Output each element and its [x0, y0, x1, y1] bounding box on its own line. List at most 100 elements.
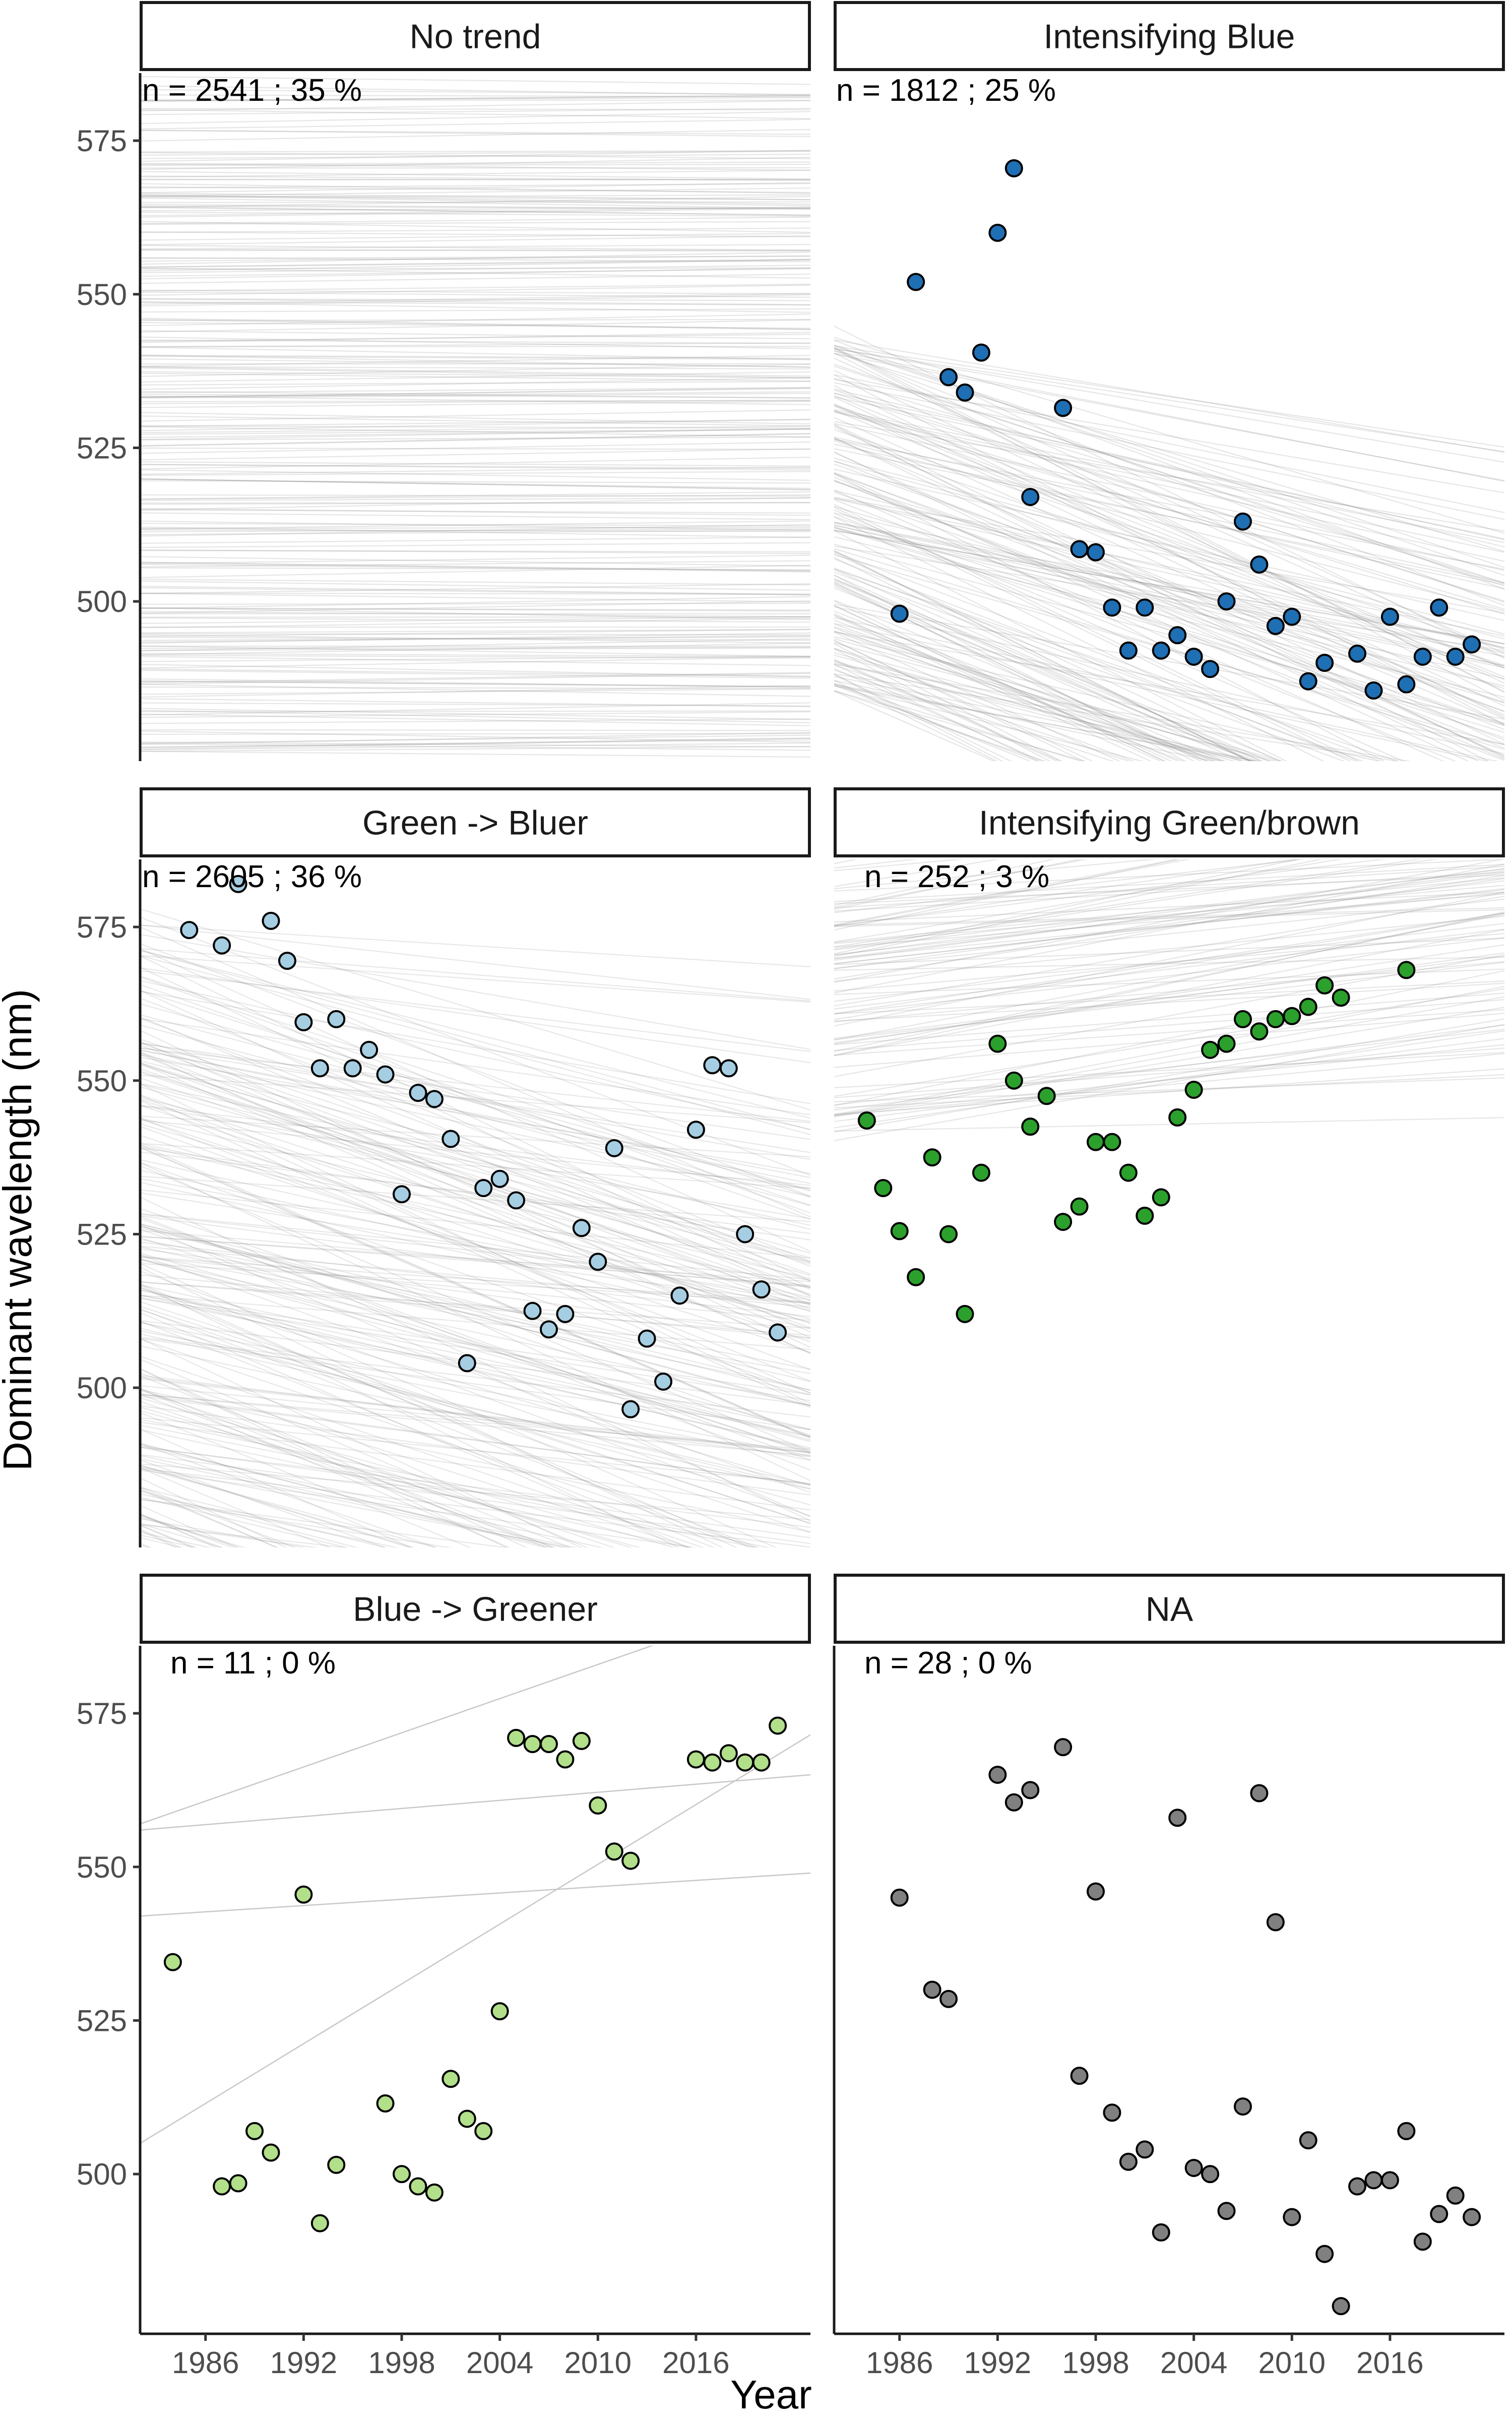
data-point — [1268, 1011, 1284, 1027]
x-tick-label: 1992 — [270, 2346, 337, 2380]
data-point — [957, 385, 973, 401]
data-point — [541, 1321, 557, 1337]
data-point — [230, 2175, 246, 2191]
data-point — [1284, 609, 1300, 625]
data-point — [246, 2123, 263, 2139]
data-point — [394, 1186, 410, 1202]
data-point — [263, 2144, 279, 2160]
data-point — [1284, 1008, 1300, 1024]
data-point — [770, 1324, 786, 1340]
data-point — [1447, 649, 1464, 665]
data-point — [1006, 1073, 1022, 1089]
data-point — [1120, 643, 1137, 659]
data-point — [989, 1767, 1005, 1783]
data-point — [214, 2179, 230, 2195]
data-point — [426, 1091, 443, 1107]
y-tick-label: 575 — [77, 1697, 127, 1730]
x-tick-label: 2004 — [1160, 2346, 1227, 2380]
data-point — [295, 1887, 311, 1903]
facet-strip-label: Blue -> Greener — [353, 1590, 598, 1629]
data-point — [377, 2095, 394, 2112]
y-tick-label: 500 — [77, 2157, 127, 2191]
data-point — [875, 1180, 891, 1196]
data-point — [295, 1014, 311, 1030]
y-tick-label: 525 — [77, 431, 127, 465]
panel-annotation: n = 2541 ; 35 % — [142, 73, 362, 108]
data-point — [1365, 2172, 1381, 2188]
data-point — [1235, 1011, 1251, 1027]
data-point — [312, 2215, 328, 2231]
data-point — [525, 1736, 541, 1752]
data-point — [606, 1140, 622, 1156]
data-point — [957, 1306, 973, 1322]
data-point — [1137, 599, 1153, 615]
data-point — [721, 1060, 737, 1076]
data-point — [1137, 1208, 1153, 1224]
data-point — [1219, 2203, 1235, 2219]
x-tick-label: 2010 — [564, 2346, 632, 2380]
data-point — [443, 1131, 459, 1147]
data-point — [328, 2157, 344, 2173]
y-tick-label: 525 — [77, 2004, 127, 2037]
data-point — [1169, 627, 1185, 643]
data-point — [1464, 2209, 1480, 2225]
y-tick-label: 500 — [77, 585, 127, 618]
data-point — [1104, 599, 1120, 615]
data-point — [1447, 2188, 1464, 2204]
data-point — [1251, 1023, 1267, 1039]
x-tick-label: 2004 — [466, 2346, 533, 2380]
data-point — [1022, 1782, 1038, 1798]
data-point — [345, 1060, 361, 1076]
data-point — [1055, 1739, 1071, 1755]
data-point — [557, 1306, 573, 1322]
data-point — [1186, 649, 1202, 665]
data-point — [492, 2003, 508, 2019]
data-point — [1316, 977, 1333, 993]
data-point — [1006, 160, 1022, 176]
data-point — [1006, 1794, 1022, 1811]
y-tick-label: 550 — [77, 1064, 127, 1098]
data-point — [1382, 2172, 1398, 2188]
panel-annotation: n = 1812 ; 25 % — [836, 73, 1056, 108]
panel-annotation: n = 11 ; 0 % — [170, 1646, 336, 1681]
data-point — [1235, 514, 1251, 530]
data-point — [574, 1220, 590, 1236]
data-point — [1268, 618, 1284, 634]
data-point — [704, 1755, 720, 1771]
data-point — [279, 953, 295, 969]
data-point — [443, 2071, 459, 2087]
data-point — [753, 1281, 770, 1297]
facet-strip-label: Green -> Bluer — [362, 804, 588, 842]
data-point — [1137, 2141, 1153, 2157]
data-point — [688, 1122, 704, 1138]
data-point — [181, 922, 197, 938]
data-point — [1365, 682, 1381, 699]
data-point — [492, 1171, 508, 1187]
data-point — [1251, 556, 1267, 573]
panel-annotation: n = 2605 ; 36 % — [142, 859, 362, 894]
data-point — [1104, 2104, 1120, 2121]
data-point — [973, 1165, 989, 1181]
data-point — [859, 1112, 875, 1129]
facet-strip-label: No trend — [410, 18, 541, 56]
data-point — [590, 1797, 606, 1814]
data-point — [214, 938, 230, 954]
data-point — [892, 1223, 908, 1239]
data-point — [1235, 2098, 1251, 2115]
data-point — [165, 1954, 181, 1970]
data-point — [1349, 2179, 1365, 2195]
data-point — [737, 1755, 753, 1771]
data-point — [1268, 1914, 1284, 1930]
data-point — [1202, 1042, 1218, 1058]
facet-strip-label: Intensifying Blue — [1044, 18, 1295, 56]
y-tick-label: 575 — [77, 910, 127, 944]
data-point — [574, 1733, 590, 1749]
data-point — [892, 606, 908, 622]
data-point — [1284, 2209, 1300, 2225]
data-point — [1153, 2224, 1169, 2241]
x-tick-label: 1986 — [866, 2346, 933, 2380]
x-axis-title: Year — [730, 2372, 812, 2417]
data-point — [639, 1331, 655, 1347]
